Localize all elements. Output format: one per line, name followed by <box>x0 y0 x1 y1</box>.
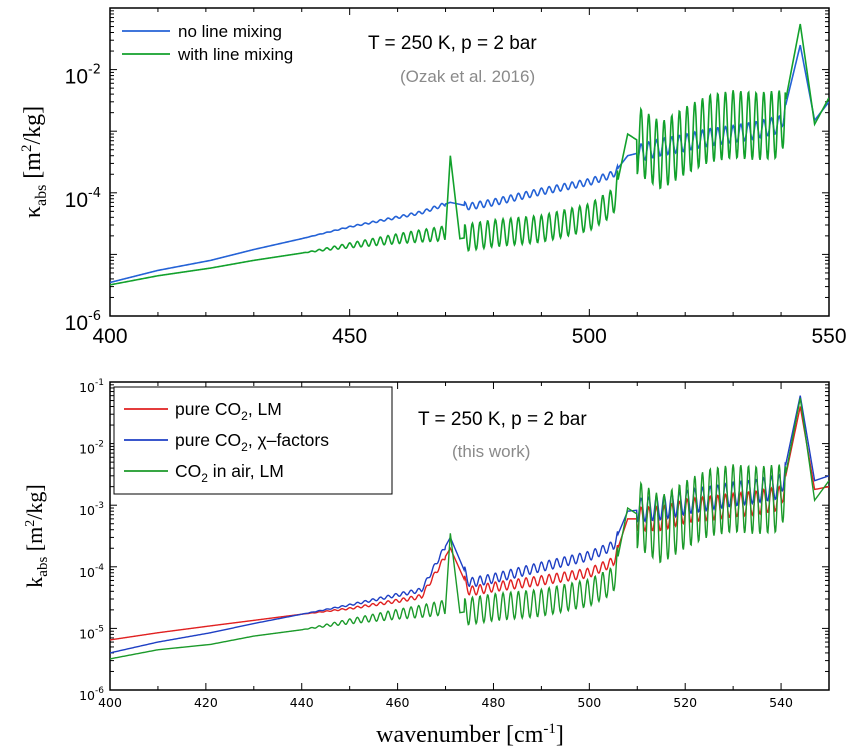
source-annotation: (Ozak et al. 2016) <box>400 67 535 86</box>
series-line-no-line-mixing <box>110 44 829 284</box>
y-tick-label: 10-6 <box>79 686 104 703</box>
x-tick-label: 440 <box>290 695 314 710</box>
x-axis-label: wavenumber [cm-1] <box>376 721 564 748</box>
x-tick-label: 540 <box>769 695 793 710</box>
x-tick-label: 400 <box>92 325 127 348</box>
x-tick-label: 480 <box>482 695 506 710</box>
y-tick-label: 10-2 <box>79 440 104 457</box>
series-line-pure-co2-lm <box>110 406 829 641</box>
source-annotation: (this work) <box>452 442 530 461</box>
legend-label-pure-co2-lm: pure CO2, LM <box>175 399 282 423</box>
legend-label-co2-in-air-lm: CO2 in air, LM <box>175 461 284 485</box>
x-tick-label: 500 <box>572 325 607 348</box>
top-tick-marks <box>109 7 830 317</box>
x-tick-label: 550 <box>811 325 846 348</box>
y-tick-label: 10-2 <box>65 63 101 89</box>
y-tick-label: 10-5 <box>79 624 104 641</box>
legend-label-pure-co2-chi-factors: pure CO2, χ–factors <box>175 430 329 454</box>
conditions-annotation: T = 250 K, p = 2 bar <box>368 33 537 54</box>
legend-label-with-line-mixing: with line mixing <box>177 45 293 64</box>
y-tick-label: 10-3 <box>79 501 104 518</box>
top-chart: 400 450 500 550 10-6 10-4 10-2 κabs [m2/… <box>19 7 847 348</box>
x-tick-label: 450 <box>332 325 367 348</box>
y-tick-label: 10-6 <box>65 309 101 335</box>
y-axis-label: kabs [m2/kg] <box>22 484 51 587</box>
bottom-legend: pure CO2, LM pure CO2, χ–factors CO2 in … <box>113 386 393 495</box>
x-tick-label: 420 <box>194 695 218 710</box>
series-line-co2-in-air-lm <box>110 397 829 660</box>
x-tick-label: 400 <box>98 695 122 710</box>
y-axis-label: κabs [m2/kg] <box>19 106 50 218</box>
conditions-annotation: T = 250 K, p = 2 bar <box>418 409 587 430</box>
bottom-chart: 400 420 440 460 480 500 520 540 10-6 10-… <box>22 378 830 748</box>
series-line-with-line-mixing <box>110 23 829 286</box>
x-tick-label: 460 <box>386 695 410 710</box>
y-tick-label: 10-4 <box>65 186 101 212</box>
x-tick-label: 500 <box>577 695 601 710</box>
y-tick-label: 10-1 <box>79 378 104 395</box>
x-tick-label: 520 <box>673 695 697 710</box>
top-legend: no line mixing with line mixing <box>122 22 293 64</box>
y-tick-label: 10-4 <box>79 563 104 580</box>
legend-label-no-line-mixing: no line mixing <box>178 22 282 41</box>
